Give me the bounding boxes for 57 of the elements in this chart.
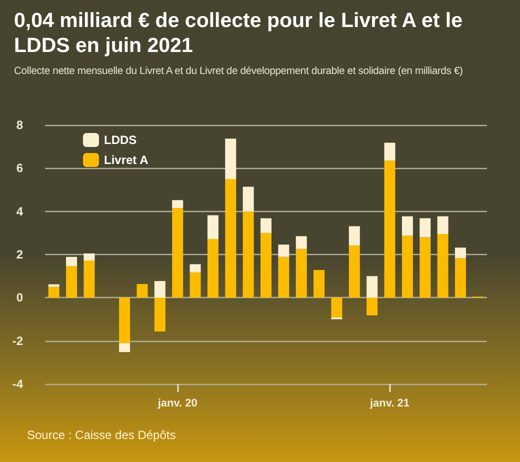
bar [48, 284, 60, 287]
bar [278, 244, 290, 257]
bar [296, 236, 307, 249]
y-tick-label: 4 [16, 204, 24, 218]
bar [314, 270, 325, 298]
bar [172, 200, 184, 208]
bar [66, 266, 78, 298]
y-tick-label: 6 [16, 161, 24, 176]
bar [207, 238, 218, 298]
legend-label: LDDS [104, 133, 137, 147]
bar [242, 211, 254, 298]
bar [119, 343, 130, 352]
bar [260, 218, 272, 233]
bar [437, 216, 448, 234]
legend-label: Livret A [104, 153, 149, 167]
bar [66, 256, 78, 266]
bar [154, 281, 166, 298]
bar [260, 232, 272, 298]
bar [225, 178, 236, 298]
bar [454, 248, 466, 258]
y-tick-label: 0 [16, 290, 24, 305]
x-tick-label: janv. 21 [368, 398, 410, 410]
bar [384, 142, 396, 161]
bar [420, 237, 431, 298]
bar [84, 260, 95, 298]
bar [420, 218, 431, 238]
y-tick-label: -4 [12, 377, 24, 391]
chart-title: 0,04 milliard € de collecte pour le Livret A et le LDDS en juin 2021 [14, 8, 464, 58]
bar [48, 286, 60, 298]
bar [366, 298, 378, 316]
bar [119, 298, 130, 344]
bar [242, 186, 254, 212]
bar [331, 298, 342, 318]
x-tick-label: janv. 20 [156, 398, 198, 410]
bar [402, 236, 413, 298]
bar [84, 253, 95, 261]
bar [348, 226, 360, 246]
bar [225, 138, 236, 179]
bar [366, 276, 378, 298]
y-tick-label: -2 [12, 334, 24, 348]
bar [278, 256, 290, 298]
bar [384, 160, 396, 298]
y-tick-label: 8 [16, 118, 24, 132]
bar [190, 272, 201, 298]
bar [190, 264, 201, 272]
bar [296, 248, 307, 298]
bar [348, 245, 360, 298]
y-tick-label: 2 [16, 248, 24, 262]
bar [136, 284, 148, 298]
source-note: Source : Caisse des Dépôts [27, 428, 176, 442]
bar [402, 216, 413, 236]
bar [454, 258, 466, 298]
bar [172, 208, 184, 298]
bar [154, 298, 166, 332]
bar [437, 234, 448, 298]
bar [207, 215, 218, 239]
chart-subtitle: Collecte nette mensuelle du Livret A et du Livret de développement durable et solidaire (en milliards €) [14, 66, 464, 77]
